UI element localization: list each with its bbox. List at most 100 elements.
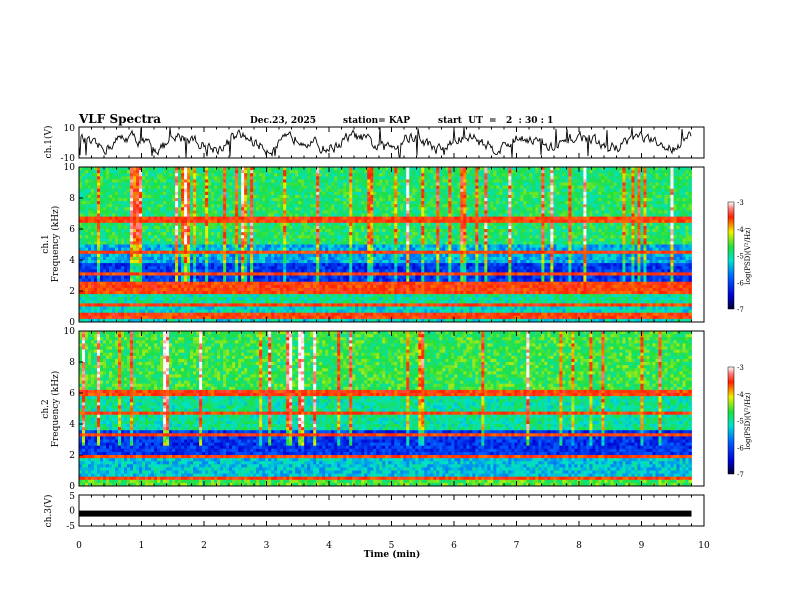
spectrogram-cell — [337, 294, 341, 298]
spectrogram-cell — [355, 275, 359, 279]
spectrogram-cell — [268, 198, 272, 202]
spectrogram-cell — [358, 185, 362, 190]
ch1-waveform-ticks — [78, 127, 705, 158]
spectrogram-cell — [184, 241, 188, 245]
spectrogram-cell — [205, 216, 209, 221]
spectrogram-cell — [370, 225, 374, 230]
spectrogram-cell — [151, 235, 155, 239]
spectrogram-cell — [184, 207, 188, 211]
spectrogram-cell — [196, 207, 200, 211]
spectrogram-cell — [235, 185, 239, 190]
spectrogram-cell — [151, 250, 155, 255]
spectrogram-cell — [217, 263, 221, 267]
spectrogram-cell — [166, 216, 170, 221]
spectrogram-cell — [202, 216, 206, 221]
spectrogram-cell — [292, 312, 296, 317]
spectrogram-cell — [118, 312, 122, 317]
spectrogram-cell — [247, 250, 251, 255]
spectrogram-cell — [292, 309, 296, 314]
spectrogram-cell — [172, 250, 176, 255]
spectrogram-cell — [166, 232, 170, 236]
spectrogram-cell — [184, 201, 188, 205]
spectrogram-cell — [229, 266, 233, 270]
spectrogram-cell — [361, 287, 365, 292]
spectrogram-cell — [190, 306, 194, 310]
spectrogram-cell — [262, 294, 266, 298]
spectrogram-cell — [217, 303, 221, 307]
spectrogram-cell — [286, 201, 290, 205]
spectrogram-cell — [136, 222, 140, 227]
spectrogram-cell — [319, 179, 323, 183]
spectrogram-cell — [214, 287, 218, 292]
spectrogram-cell — [130, 235, 134, 239]
spectrogram-cell — [292, 213, 296, 217]
spectrogram-cell — [100, 269, 104, 273]
spectrogram-cell — [223, 247, 227, 252]
spectrogram-cell — [307, 250, 311, 255]
spectrogram-cell — [307, 173, 311, 177]
spectrogram-cell — [214, 244, 218, 248]
spectrogram-cell — [298, 229, 302, 233]
spectrogram-cell — [229, 213, 233, 217]
spectrogram-cell — [205, 173, 209, 177]
spectrogram-cell — [139, 216, 143, 221]
spectrogram-cell — [358, 297, 362, 301]
spectrogram-cell — [343, 291, 347, 295]
spectrogram-cell — [82, 275, 86, 279]
spectrogram-cell — [283, 266, 287, 270]
spectrogram-cell — [331, 318, 335, 323]
spectrogram-cell — [163, 216, 167, 221]
spectrogram-cell — [157, 179, 161, 183]
spectrogram-cell — [244, 176, 248, 180]
spectrogram-cell — [370, 269, 374, 273]
spectrogram-cell — [277, 201, 281, 205]
spectrogram-cell — [184, 303, 188, 307]
spectrogram-cell — [217, 241, 221, 245]
spectrogram-cell — [331, 253, 335, 258]
spectrogram-cell — [220, 225, 224, 230]
spectrogram-cell — [349, 275, 353, 279]
spectrogram-cell — [232, 275, 236, 279]
spectrogram-cell — [100, 219, 104, 224]
spectrogram-cell — [268, 281, 272, 286]
spectrogram-cell — [250, 303, 254, 307]
spectrogram-cell — [265, 241, 269, 245]
spectrogram-cell — [223, 182, 227, 186]
spectrogram-cell — [166, 300, 170, 304]
spectrogram-cell — [94, 244, 98, 248]
spectrogram-cell — [82, 250, 86, 255]
spectrogram-cell — [94, 213, 98, 217]
spectrogram-cell — [289, 263, 293, 267]
spectrogram-cell — [112, 191, 116, 196]
spectrogram-cell — [238, 250, 242, 255]
spectrogram-cell — [226, 191, 230, 196]
spectrogram-cell — [148, 207, 152, 211]
spectrogram-cell — [127, 179, 131, 183]
spectrogram-cell — [364, 173, 368, 177]
spectrogram-cell — [169, 303, 173, 307]
spectrogram-cell — [82, 188, 86, 193]
spectrogram-cell — [118, 247, 122, 252]
spectrogram-cell — [316, 263, 320, 267]
spectrogram-cell — [361, 238, 365, 242]
spectrogram-cell — [175, 198, 179, 202]
spectrogram-cell — [112, 182, 116, 186]
spectrogram-cell — [274, 213, 278, 217]
spectrogram-cell — [151, 198, 155, 202]
spectrogram-cell — [310, 204, 314, 208]
spectrogram-cell — [343, 188, 347, 193]
spectrogram-cell — [196, 179, 200, 183]
spectrogram-cell — [229, 260, 233, 264]
spectrogram-cell — [301, 250, 305, 255]
spectrogram-cell — [121, 204, 125, 208]
spectrogram-cell — [148, 213, 152, 217]
spectrogram-cell — [214, 167, 218, 171]
spectrogram-cell — [277, 315, 281, 320]
spectrogram-cell — [196, 309, 200, 314]
spectrogram-cell — [202, 176, 206, 180]
spectrogram-cell — [112, 188, 116, 193]
spectrogram-cell — [142, 229, 146, 233]
spectrogram-cell — [178, 263, 182, 267]
spectrogram-cell — [319, 318, 323, 323]
spectrogram-cell — [250, 318, 254, 323]
